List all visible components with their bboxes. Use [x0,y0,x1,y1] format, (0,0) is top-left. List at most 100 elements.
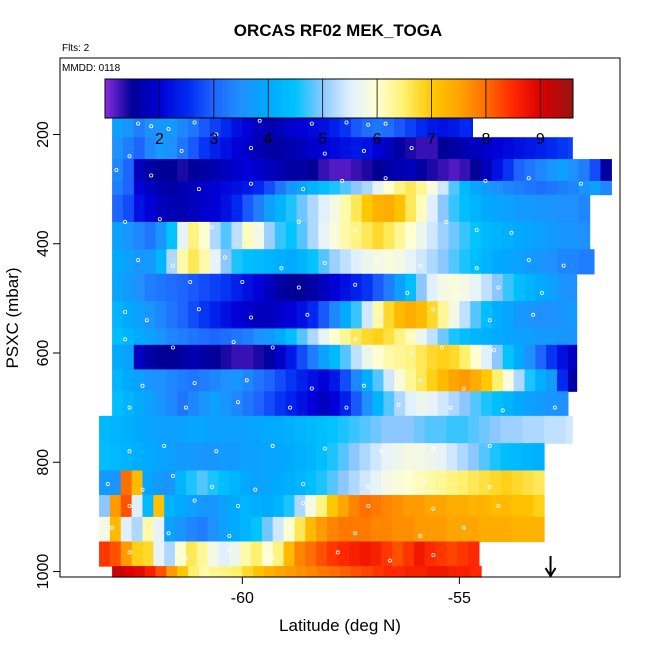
colorbar-segment [383,79,387,118]
heatmap-cell [468,443,480,472]
heatmap-cell [381,443,393,472]
heatmap-cell [459,566,471,578]
sample-point [235,400,240,405]
heatmap-cell [489,443,502,472]
heatmap-cell [209,273,222,302]
heatmap-cell [166,369,178,392]
colorbar-segment [463,79,467,118]
heatmap-cell [557,301,569,330]
heatmap-cell [329,115,341,138]
sample-point [166,531,171,536]
heatmap-cell [372,566,385,578]
heatmap-cell [112,566,124,578]
heatmap-cell [112,369,124,392]
colorbar-segment [357,79,361,118]
sample-point [526,176,531,181]
colorbar-segment [258,79,262,118]
heatmap-cell [99,470,111,496]
heatmap-cell [383,369,395,392]
heatmap-cell [296,391,309,417]
heatmap-cell [329,137,341,160]
colorbar-segment [326,79,330,118]
sample-point [257,222,262,227]
sample-point [114,167,119,172]
heatmap-cell [144,273,157,302]
heatmap-cell [175,415,187,444]
heatmap-cell [177,180,189,196]
heatmap-cell [307,159,319,182]
colorbar-segment [549,79,553,118]
heatmap-cell [196,415,209,444]
heatmap-cell [448,566,460,578]
heatmap-cell [578,249,591,275]
heatmap-cell [470,301,482,330]
heatmap-cell [188,344,200,370]
sample-point [353,531,358,536]
heatmap-cell [554,415,567,444]
heatmap-cell [198,344,211,370]
heatmap-cell [120,470,133,496]
heatmap-cell [198,115,211,138]
colorbar-segment [565,79,569,118]
heatmap-cell [155,391,167,417]
heatmap-cell [164,443,176,472]
sample-point [183,555,188,560]
heatmap-cell [142,443,154,472]
heatmap-cell [198,301,211,330]
heatmap-cell [264,328,276,346]
heatmap-cell [426,137,439,160]
colorbar-segment [172,79,176,118]
sample-point [162,443,167,448]
heatmap-cell [188,369,200,392]
heatmap-cell [305,415,317,444]
sample-point [418,534,423,539]
heatmap-cell [340,566,352,578]
heatmap-cell [229,495,241,518]
heatmap-cell [394,249,406,275]
heatmap-cell [231,194,243,223]
heatmap-cell [283,541,296,567]
heatmap-cell [533,495,545,518]
heatmap-cell [166,391,178,417]
heatmap-cell [133,328,146,346]
sample-point [192,498,197,503]
heatmap-cell [307,391,319,417]
sample-point [170,263,175,268]
heatmap-cell [209,369,222,392]
heatmap-cell [394,221,406,250]
heatmap-cell [350,301,363,330]
heatmap-cell [112,221,124,250]
heatmap-cell [535,344,547,370]
heatmap-cell [381,470,393,496]
colorbar-segment [284,79,288,118]
sample-point [418,263,423,268]
heatmap-cell [307,115,319,138]
heatmap-cell [166,194,178,223]
sample-point [361,148,366,153]
colorbar-segment [344,79,348,118]
colorbar-segment [411,79,415,118]
sample-point [353,228,358,233]
heatmap-cell [155,115,167,138]
heatmap-cell [326,495,339,518]
heatmap-cell [361,180,374,196]
heatmap-cell [229,443,241,472]
heatmap-cell [253,273,265,302]
heatmap-cell [264,566,276,578]
heatmap-cell [122,328,135,346]
heatmap-cell [112,328,124,346]
heatmap-cell [600,180,612,196]
heatmap-cell [218,415,230,444]
heatmap-cell [513,328,526,346]
colorbar-segment [554,79,558,118]
heatmap-cell [437,566,450,578]
heatmap-cell [513,221,526,250]
heatmap-cell [122,301,135,330]
colorbar-segment [414,79,418,118]
heatmap-cell [481,328,493,346]
heatmap-cell [166,566,178,578]
heatmap-cell [242,180,254,196]
heatmap-cell [305,495,317,518]
heatmap-cell [285,301,298,330]
